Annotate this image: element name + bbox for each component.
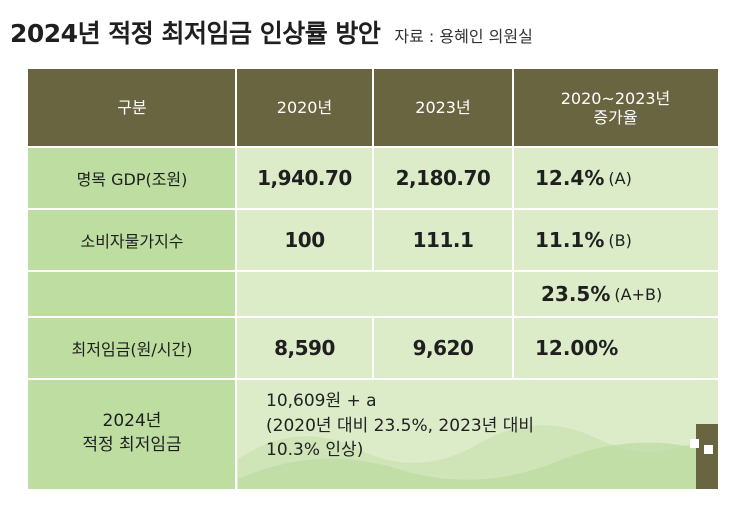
divider-v1	[235, 69, 237, 489]
row-cpi-2023: 111.1	[373, 209, 513, 271]
divider-v3	[512, 69, 514, 379]
header-growth: 2020~2023년 증가율	[513, 69, 718, 147]
wave-decoration	[238, 424, 718, 489]
final-line-1: 10,609원 + a	[266, 391, 377, 411]
divider-v2b	[372, 317, 374, 379]
title-row: 2024년 적정 최저임금 인상률 방안 자료 : 용혜인 의원실	[10, 14, 533, 50]
row-final-label: 2024년 적정 최저임금	[28, 379, 236, 489]
row-minwage-2023: 9,620	[373, 317, 513, 379]
row-minwage-label-text: 최저임금(원/시간)	[71, 340, 193, 359]
row-cpi-rate-value: 11.1%	[535, 228, 605, 252]
header-2020: 2020년	[236, 69, 373, 147]
header-2023: 2023년	[373, 69, 513, 147]
row-gdp-rate-value: 12.4%	[535, 166, 605, 190]
final-line-3: 10.3% 인상)	[266, 440, 364, 461]
row-final-label-text: 2024년 적정 최저임금	[82, 411, 182, 455]
row-cpi-2023-value: 111.1	[412, 228, 474, 252]
row-sum-rate: 23.5% (A+B)	[513, 271, 718, 317]
row-gdp-label: 명목 GDP(조원)	[28, 147, 236, 209]
row-minwage-rate: 12.00%	[513, 317, 718, 379]
row-gdp-2020-value: 1,940.70	[257, 166, 352, 190]
divider-h3	[28, 270, 718, 272]
row-gdp-2020: 1,940.70	[236, 147, 373, 209]
row-minwage-2023-value: 9,620	[412, 336, 474, 360]
row-sum-rate-note: (A+B)	[614, 284, 663, 304]
divider-h2	[28, 208, 718, 210]
table-grid: 구분 2020년 2023년 2020~2023년 증가율 명목 GDP(조원)…	[28, 69, 718, 489]
data-table: 구분 2020년 2023년 2020~2023년 증가율 명목 GDP(조원)…	[28, 69, 718, 489]
header-2020-label: 2020년	[276, 98, 333, 118]
divider-h5	[28, 378, 718, 380]
page-title: 2024년 적정 최저임금 인상률 방안	[10, 19, 381, 48]
divider-v2	[372, 69, 374, 271]
row-cpi-2020-value: 100	[284, 228, 325, 252]
header-growth-label: 2020~2023년 증가율	[560, 88, 671, 127]
row-cpi-rate: 11.1% (B)	[513, 209, 718, 271]
source-note: 자료 : 용혜인 의원실	[394, 27, 533, 46]
row-sum-label	[28, 271, 236, 317]
row-minwage-2020: 8,590	[236, 317, 373, 379]
row-cpi-label-text: 소비자물가지수	[80, 232, 184, 251]
row-minwage-rate-value: 12.00%	[535, 336, 619, 360]
row-minwage-label: 최저임금(원/시간)	[28, 317, 236, 379]
divider-h4	[28, 316, 718, 318]
row-gdp-2023: 2,180.70	[373, 147, 513, 209]
row-cpi-2020: 100	[236, 209, 373, 271]
row-sum-rate-value: 23.5%	[541, 282, 611, 306]
row-gdp-label-text: 명목 GDP(조원)	[76, 170, 188, 189]
row-gdp-rate: 12.4% (A)	[513, 147, 718, 209]
row-gdp-2023-value: 2,180.70	[395, 166, 491, 190]
row-gdp-rate-note: (A)	[608, 168, 632, 188]
final-line-2: (2020년 대비 23.5%, 2023년 대비	[266, 415, 535, 436]
header-2023-label: 2023년	[415, 98, 471, 118]
row-cpi-rate-note: (B)	[608, 230, 632, 250]
header-category-label: 구분	[117, 98, 147, 118]
divider-h1	[28, 146, 718, 148]
header-category: 구분	[28, 69, 236, 147]
final-description: 10,609원 + a (2020년 대비 23.5%, 2023년 대비 10…	[266, 389, 534, 463]
row-minwage-2020-value: 8,590	[274, 336, 335, 360]
row-cpi-label: 소비자물가지수	[28, 209, 236, 271]
